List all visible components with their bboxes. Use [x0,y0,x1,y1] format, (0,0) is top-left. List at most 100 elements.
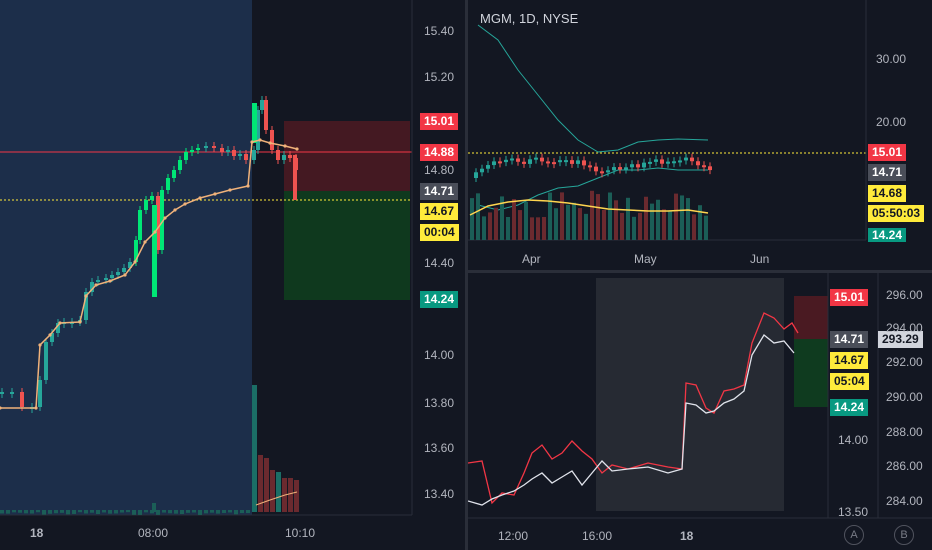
volume-bar [162,510,166,513]
volume-bar [536,217,540,240]
log-scale-button[interactable]: B [894,525,914,545]
candle-body [624,167,628,170]
candle-body [244,154,248,160]
price-tick: 13.40 [424,487,455,501]
candle-body [672,161,676,164]
left-chart-canvas[interactable] [0,0,465,550]
volume-bar [186,510,190,513]
volume-bar [542,216,546,240]
candle-body [156,196,160,250]
candle-body [540,157,544,162]
candle-body [630,164,634,168]
chart-title: MGM, 1D, NYSE [480,11,579,26]
volume-bar [264,458,269,512]
auto-scale-button[interactable]: A [844,525,864,545]
volume-bar [614,200,618,240]
candle-body [20,392,24,407]
stop-price-tag: 15.01 [830,289,869,306]
volume-bar [168,510,172,514]
candle-body [252,103,257,143]
candle-body [690,157,694,162]
right-price-tick: 286.00 [886,459,923,473]
volume-bar [42,510,46,515]
volume-bar [656,199,660,240]
vwap-dot [94,283,98,287]
daily-volume-group [470,190,708,240]
candle-body [220,148,224,152]
volume-bar [602,209,606,240]
candle-body [498,161,502,164]
time-tick: 12:00 [498,529,529,543]
volume-bar [60,510,64,513]
vertical-divider[interactable] [465,0,468,550]
volume-bar [246,510,250,514]
vwap-dot [153,230,157,234]
volume-bar [228,510,232,513]
price-tick: 14.00 [424,348,455,362]
yellow-price-tag: 14.68 [868,185,907,202]
volume-bar [54,510,58,514]
left-price-tick: 13.50 [838,505,869,519]
volume-bar [488,212,492,240]
volume-bar [650,203,654,240]
time-tick: May [634,252,657,266]
vwap-dot [108,279,112,283]
vwap-dot [48,333,52,337]
volume-bar [644,196,648,240]
candle-body [606,170,610,173]
volume-bar [24,510,28,514]
candle-body [276,150,280,160]
volume-bar [686,198,690,240]
candle-body [594,166,598,172]
yellow-price-tag: 14.67 [830,352,869,369]
candle-body [44,342,48,380]
candle-body [150,196,154,200]
candle-body [636,164,640,168]
candle-body [264,100,268,130]
volume-bar [78,510,82,513]
volume-bar [482,216,486,240]
vwap-dot [213,192,217,196]
candle-body [50,333,54,342]
candle-body [612,167,616,171]
stop-price-tag: 15.01 [868,144,907,161]
comparison-chart-pane[interactable]: 15.01 14.71 293.29 14.67 05:04 14.24 14.… [468,273,932,550]
volume-bar [108,510,112,514]
volume-bar [156,510,160,515]
vwap-dot [250,140,254,144]
candle-body [84,292,88,320]
vwap-dots [0,138,299,410]
volume-bar [288,478,293,512]
volume-bar [590,190,594,240]
candle-body [260,100,264,110]
candle-body [293,155,297,200]
comparison-chart-canvas[interactable] [468,273,932,550]
candle-body [56,323,60,333]
current-price-tag: 14.71 [420,183,459,200]
vwap-dot [38,343,42,347]
daily-chart-canvas[interactable] [468,0,932,270]
vwap-dot [258,138,262,142]
candle-body [172,170,176,178]
candle-body [144,200,148,210]
left-chart-pane[interactable]: 15.40 15.20 14.80 14.40 14.00 13.80 13.6… [0,0,465,550]
candle-body [288,155,292,158]
volume-bar [500,196,504,240]
candle-body [708,166,712,171]
volume-bar [518,210,522,240]
vwap-dot [268,141,272,145]
right-price-tick: 294.00 [886,321,923,335]
current-price-tag: 14.71 [868,164,907,181]
volume-bar [524,201,528,240]
candle-body [184,152,188,160]
vwap-dot [183,202,187,206]
daily-chart-pane[interactable]: MGM, 1D, NYSE 30.00 20.00 15.01 14.71 14… [468,0,932,270]
horizontal-divider[interactable] [468,270,932,273]
volume-bar [276,472,281,512]
candle-body [104,278,108,280]
candle-body [190,150,194,152]
volume-bar [66,510,70,515]
vwap-dot [34,406,38,410]
volume-bar [210,510,214,513]
candle-body [684,157,688,161]
